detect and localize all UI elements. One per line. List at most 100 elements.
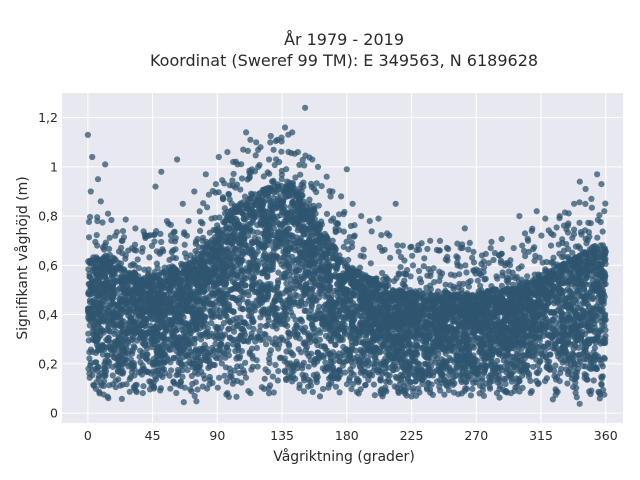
scatter-point	[254, 229, 261, 236]
scatter-point	[167, 346, 175, 353]
scatter-point	[223, 344, 230, 351]
scatter-point	[225, 352, 232, 359]
scatter-point	[264, 241, 271, 249]
scatter-point	[265, 335, 272, 342]
scatter-point	[299, 365, 306, 372]
scatter-point	[248, 345, 256, 352]
scatter-point	[287, 304, 294, 311]
scatter-point	[405, 359, 412, 366]
scatter-point	[109, 372, 116, 379]
scatter-point	[441, 391, 448, 398]
scatter-point	[261, 375, 268, 382]
scatter-point	[587, 390, 594, 398]
scatter-point	[254, 363, 261, 370]
scatter-point	[256, 328, 263, 335]
scatter-point	[86, 355, 93, 362]
scatter-point	[136, 353, 143, 360]
scatter-point	[300, 388, 308, 395]
scatter-point	[342, 369, 349, 376]
scatter-point	[461, 387, 468, 394]
scatter-point	[269, 373, 276, 380]
chart-title-line-1: År 1979 - 2019	[284, 30, 404, 49]
scatter-point	[270, 389, 277, 396]
scatter-point	[253, 344, 260, 352]
scatter-point	[211, 362, 218, 369]
scatter-point	[499, 353, 506, 360]
scatter-point	[595, 276, 602, 283]
scatter-point	[342, 331, 349, 338]
scatter-point	[520, 328, 527, 335]
scatter-point	[184, 367, 191, 374]
scatter-point	[191, 392, 198, 400]
scatter-point	[299, 275, 306, 282]
scatter-point	[276, 220, 283, 228]
scatter-point	[495, 372, 502, 379]
scatter-point	[221, 372, 228, 379]
scatter-point	[536, 358, 543, 365]
scatter-point	[305, 383, 312, 390]
scatter-point	[225, 326, 232, 333]
scatter-point	[291, 291, 298, 298]
scatter-point	[140, 383, 147, 390]
scatter-point	[274, 377, 281, 384]
scatter-point	[242, 282, 249, 289]
scatter-point	[575, 344, 582, 351]
scatter-point	[439, 371, 446, 378]
scatter-point	[528, 388, 535, 395]
scatter-point	[240, 215, 247, 222]
scatter-point	[166, 336, 173, 343]
scatter-point	[275, 269, 282, 276]
scatter-point	[245, 306, 252, 313]
scatter-point	[194, 386, 201, 393]
scatter-point	[599, 373, 606, 380]
scatter-point	[249, 276, 256, 283]
scatter-point	[233, 393, 240, 400]
scatter-point	[365, 376, 372, 384]
scatter-point	[238, 379, 245, 386]
scatter-point	[309, 388, 316, 396]
scatter-point	[242, 374, 250, 381]
scatter-point	[299, 371, 306, 378]
scatter-point	[167, 359, 174, 366]
scatter-point	[370, 381, 377, 388]
data-markers	[84, 104, 609, 407]
scatter-point	[542, 378, 549, 385]
scatter-point	[214, 384, 221, 391]
scatter-point	[469, 385, 476, 392]
scatter-point	[258, 384, 265, 391]
scatter-point	[570, 345, 577, 352]
scatter-point	[516, 378, 523, 385]
scatter-point	[595, 388, 602, 395]
scatter-point	[413, 392, 420, 399]
scatter-point	[362, 382, 369, 389]
scatter-point	[325, 335, 332, 342]
scatter-point	[119, 381, 126, 388]
scatter-point	[295, 346, 302, 353]
scatter-point	[139, 390, 146, 397]
scatter-point	[597, 327, 604, 334]
scatter-point	[422, 360, 429, 367]
scatter-point	[316, 288, 323, 296]
scatter-point	[278, 261, 285, 268]
scatter-point	[137, 359, 144, 366]
scatter-point	[167, 385, 174, 392]
scatter-point	[266, 359, 273, 367]
scatter-point	[193, 398, 200, 405]
scatter-point	[336, 358, 343, 365]
scatter-point	[579, 328, 586, 335]
scatter-point	[590, 377, 597, 384]
scatter-point	[244, 298, 251, 305]
scatter-point	[126, 388, 133, 395]
scatter-point	[369, 372, 376, 379]
scatter-point	[272, 361, 279, 369]
scatter-point	[225, 393, 232, 400]
scatter-point	[467, 392, 474, 399]
scatter-point	[496, 394, 503, 401]
scatter-point	[168, 367, 175, 374]
scatter-point	[298, 318, 306, 325]
scatter-point	[325, 384, 332, 391]
scatter-point	[348, 386, 355, 393]
scatter-point	[586, 365, 593, 372]
scatter-point	[126, 376, 133, 383]
